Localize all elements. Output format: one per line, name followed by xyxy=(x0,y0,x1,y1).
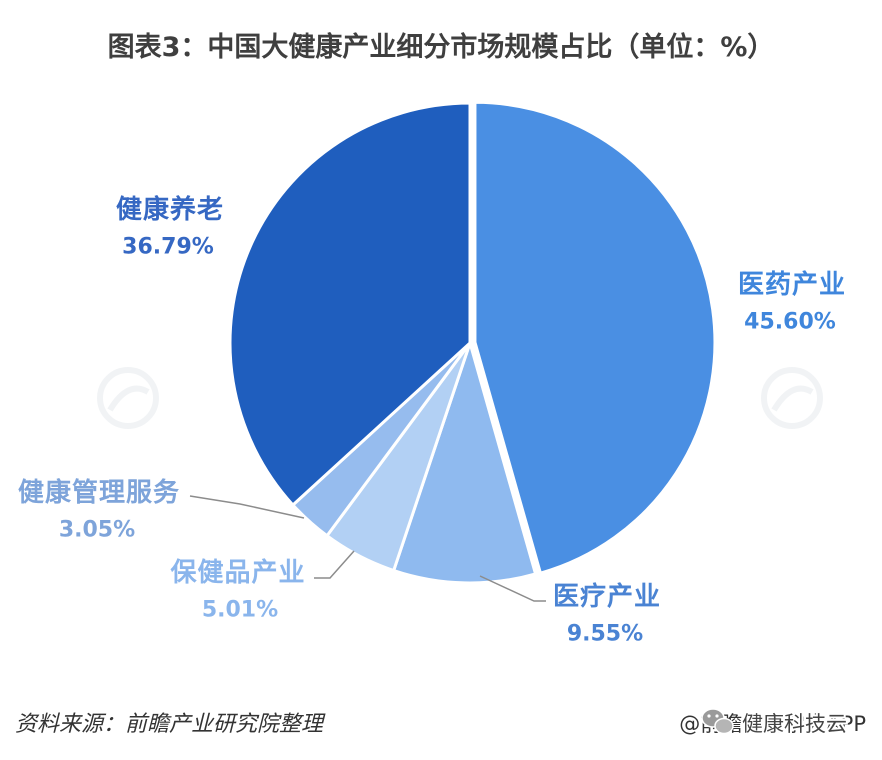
pie-slice-medical xyxy=(392,341,538,585)
slice-name-label-pharma: 医药产业 xyxy=(738,270,846,300)
leader-lines xyxy=(189,495,546,602)
overlay-text: 健康科技云 xyxy=(742,712,847,736)
wechat-overlay: 健康科技云 xyxy=(701,708,849,738)
slice-name-label-health-products: 保健品产业 xyxy=(169,558,305,588)
slice-name-label-health-management: 健康管理服务 xyxy=(18,477,180,508)
leader-line-health-management xyxy=(189,495,305,519)
leader-line-medical xyxy=(479,575,546,602)
watermark-logo-icon xyxy=(761,367,823,429)
watermark xyxy=(97,367,823,429)
slice-value-label-health-products: 5.01% xyxy=(202,598,278,623)
source-note: 资料来源：前瞻产业研究院整理 xyxy=(15,712,326,737)
slice-value-label-health-management: 3.05% xyxy=(59,518,135,543)
watermark-logo-icon xyxy=(97,367,159,429)
slice-value-label-elderly-care: 36.79% xyxy=(122,235,214,260)
chart-title: 图表3：中国大健康产业细分市场规模占比（单位：%） xyxy=(108,31,775,63)
slice-name-label-elderly-care: 健康养老 xyxy=(116,194,224,225)
pie-slice-elderly-care xyxy=(228,101,472,507)
pie-slices xyxy=(228,100,717,585)
slice-labels: 医药产业 45.60% 医疗产业 9.55% 保健品产业 5.01% 健康管理服务 3.05%… xyxy=(18,194,846,647)
slice-name-label-medical: 医疗产业 xyxy=(553,581,661,612)
pie-slice-pharma xyxy=(473,100,717,575)
wechat-icon xyxy=(701,708,734,735)
leader-line-health-products xyxy=(314,550,355,579)
slice-value-label-pharma: 45.60% xyxy=(744,310,836,335)
slice-value-label-medical: 9.55% xyxy=(567,622,643,647)
